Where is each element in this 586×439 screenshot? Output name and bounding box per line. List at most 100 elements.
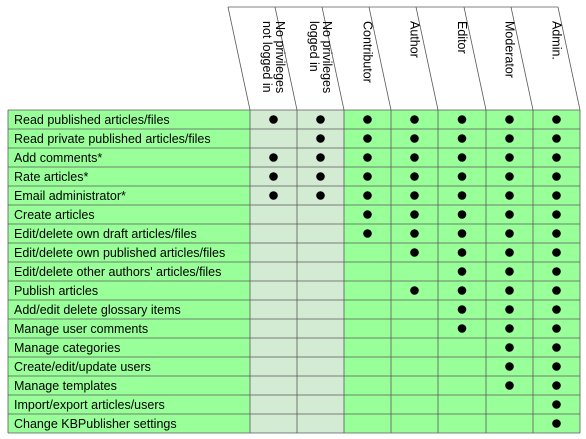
- header-divider: [274, 6, 298, 111]
- column-header-label: No privileges: [273, 21, 287, 93]
- permission-dot: [316, 191, 325, 200]
- row-label: Manage templates: [14, 379, 117, 393]
- column-header-label: No privileges: [320, 21, 334, 93]
- permission-dot: [552, 324, 561, 333]
- permission-dot: [552, 191, 561, 200]
- permission-dot: [457, 210, 467, 219]
- permission-dot: [363, 134, 372, 143]
- permission-dot: [410, 229, 419, 238]
- permission-dot: [363, 115, 372, 124]
- permission-dot: [457, 324, 467, 333]
- permission-dot: [457, 172, 467, 181]
- column-header-label: Editor: [455, 21, 469, 54]
- permission-dot: [269, 115, 278, 124]
- header-divider: [227, 6, 251, 111]
- permission-dot: [363, 229, 372, 238]
- permission-dot: [505, 343, 514, 352]
- permission-dot: [505, 134, 514, 143]
- permission-dot: [505, 267, 514, 276]
- permission-dot: [410, 248, 419, 257]
- permission-dot: [505, 229, 514, 238]
- permission-dot: [505, 115, 514, 124]
- column-header-label: logged in: [307, 21, 321, 72]
- permission-dot: [505, 305, 514, 314]
- permission-dot: [552, 343, 561, 352]
- row-label: Manage user comments: [14, 322, 148, 336]
- permission-dot: [363, 153, 372, 162]
- permission-dot: [457, 191, 467, 200]
- permission-dot: [316, 153, 325, 162]
- permission-dot: [552, 305, 561, 314]
- row-label: Manage categories: [14, 341, 120, 355]
- permission-dot: [457, 267, 467, 276]
- permission-dot: [505, 381, 514, 390]
- permission-dot: [457, 248, 467, 257]
- column-bg: [391, 110, 438, 433]
- permission-dot: [505, 153, 514, 162]
- row-label: Add/edit delete glossary items: [14, 303, 181, 317]
- permission-dot: [410, 115, 419, 124]
- header-divider: [321, 6, 345, 111]
- row-label: Create articles: [14, 208, 95, 222]
- permission-dot: [410, 172, 419, 181]
- permission-dot: [410, 286, 419, 295]
- row-label: Read published articles/files: [14, 113, 170, 127]
- column-header-label: not logged in: [260, 21, 274, 93]
- column-bg: [297, 110, 344, 433]
- permission-dot: [552, 172, 561, 181]
- permission-dot: [269, 153, 278, 162]
- permission-dot: [505, 191, 514, 200]
- permission-dot: [457, 115, 467, 124]
- row-label: Import/export articles/users: [14, 398, 165, 412]
- row-label: Publish articles: [14, 284, 98, 298]
- permission-dot: [410, 134, 419, 143]
- permission-dot: [552, 153, 561, 162]
- permission-dot: [505, 172, 514, 181]
- header-divider: [463, 6, 487, 111]
- permission-dot: [457, 134, 467, 143]
- permission-dot: [552, 419, 561, 428]
- row-label-area: [8, 110, 250, 433]
- header-divider: [415, 6, 439, 111]
- permission-dot: [457, 286, 467, 295]
- permission-dot: [505, 210, 514, 219]
- column-header-label: Author: [408, 21, 422, 58]
- permission-dot: [552, 381, 561, 390]
- row-label: Change KBPublisher settings: [14, 417, 177, 431]
- row-label: Rate articles*: [14, 170, 88, 184]
- permission-dot: [552, 115, 561, 124]
- permission-dot: [316, 134, 325, 143]
- permission-dot: [316, 172, 325, 181]
- permission-dot: [552, 210, 561, 219]
- permission-dot: [505, 248, 514, 257]
- permission-dot: [363, 210, 372, 219]
- permission-dot: [410, 191, 419, 200]
- permission-dot: [363, 191, 372, 200]
- row-label: Create/edit/update users: [14, 360, 151, 374]
- permission-dot: [505, 362, 514, 371]
- permission-dot: [457, 153, 467, 162]
- header-divider: [368, 6, 392, 111]
- column-bg: [344, 110, 391, 433]
- permission-dot: [505, 324, 514, 333]
- column-header-label: Admin.: [550, 21, 564, 60]
- row-label: Add comments*: [14, 151, 102, 165]
- permission-dot: [410, 153, 419, 162]
- column-header-label: Contributor: [361, 21, 375, 83]
- permission-dot: [552, 400, 561, 409]
- row-label: Edit/delete other authors' articles/file…: [14, 265, 221, 279]
- permission-dot: [316, 115, 325, 124]
- row-label: Edit/delete own draft articles/files: [14, 227, 197, 241]
- permission-dot: [552, 286, 561, 295]
- permission-dot: [457, 305, 467, 314]
- column-header-label: Moderator: [503, 21, 517, 78]
- row-label: Email administrator*: [14, 189, 126, 203]
- permission-dot: [505, 286, 514, 295]
- column-bg: [250, 110, 297, 433]
- permission-dot: [552, 134, 561, 143]
- permission-dot: [552, 229, 561, 238]
- header-divider: [510, 6, 534, 111]
- row-label: Read private published articles/files: [14, 132, 211, 146]
- permission-dot: [552, 248, 561, 257]
